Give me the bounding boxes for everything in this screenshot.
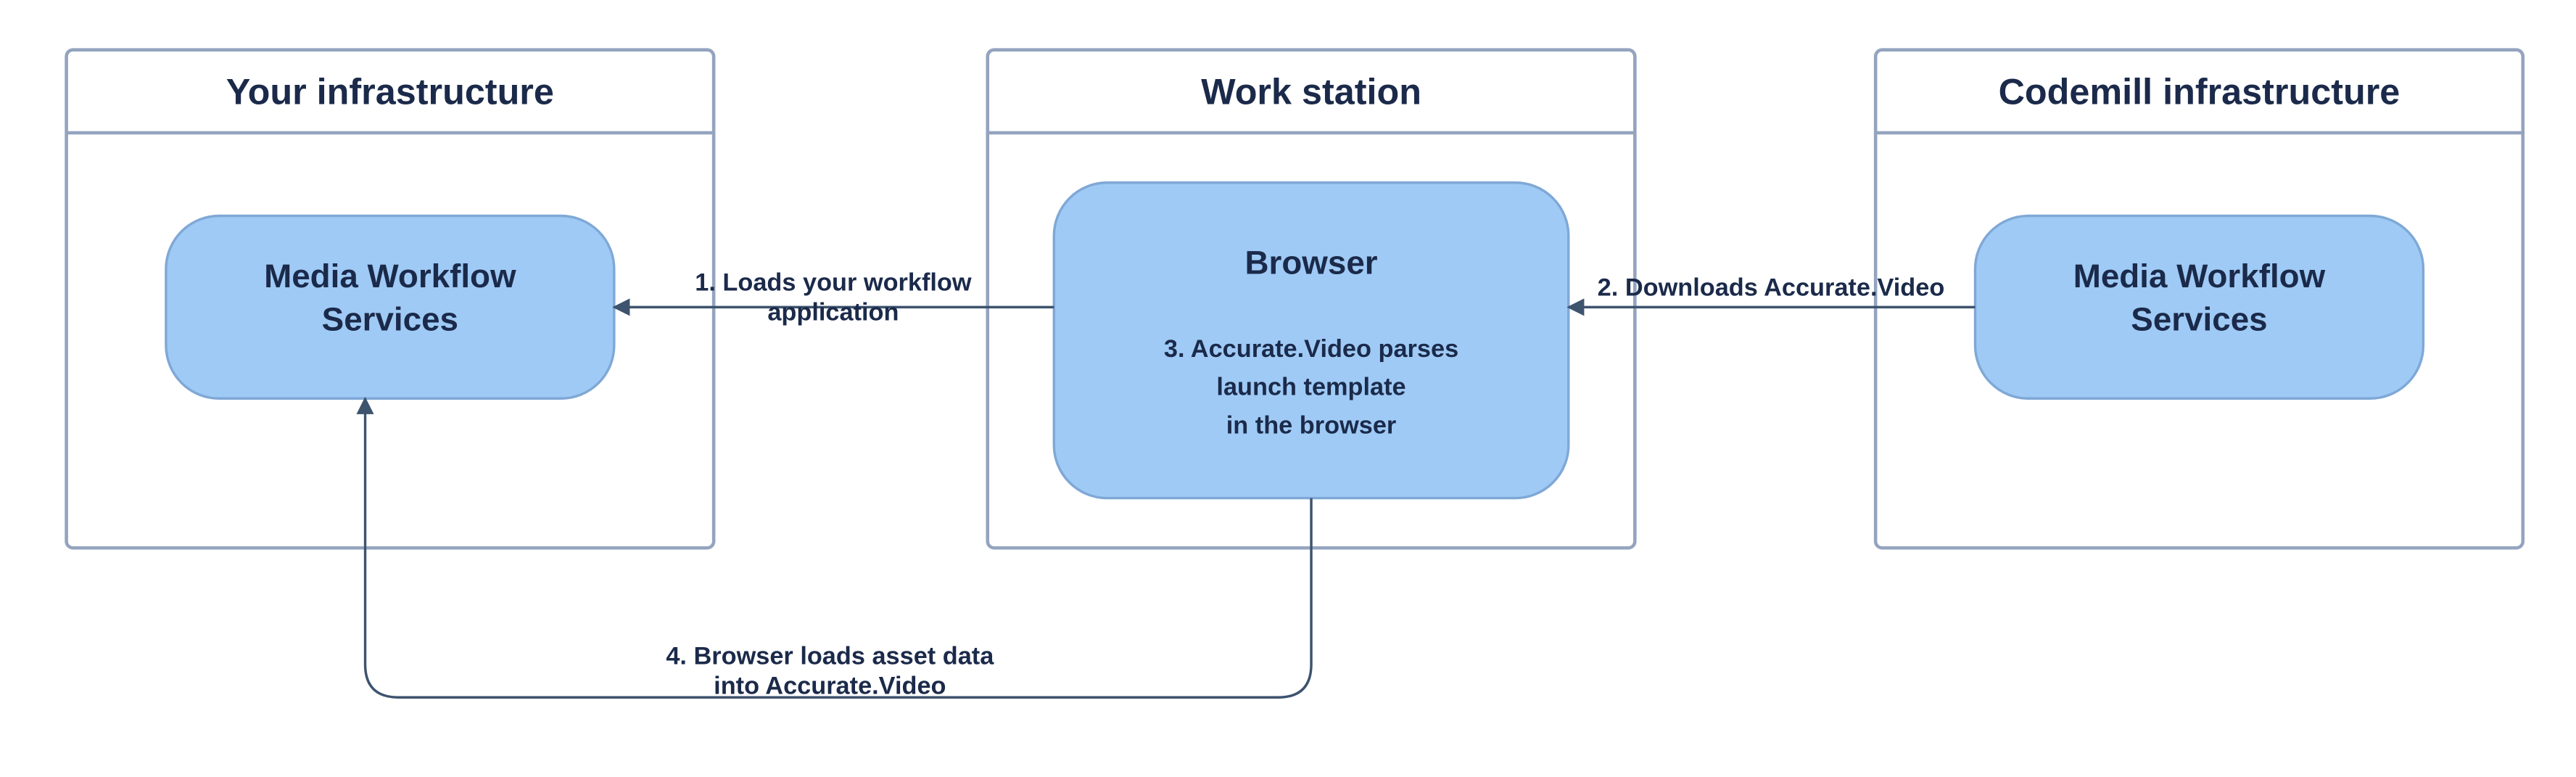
container-title-work_station: Work station (1201, 70, 1421, 112)
node-right_services: Media Workflow Services (1975, 216, 2423, 399)
node-browser: Browser 3. Accurate.Video parses launch te… (1054, 183, 1568, 498)
node-title-browser: Browser (1244, 244, 1377, 281)
edge-label-e4-l2: into Accurate.Video (714, 673, 946, 700)
edge-label-e1-l2: application (767, 299, 899, 326)
node-title-l2-right_services: Services (2131, 300, 2267, 337)
edge-label-e1-l1: 1. Loads your workflow (695, 269, 972, 297)
diagram-root: Your infrastructure Work station Codemill … (0, 0, 2576, 777)
node-title-l1-left_services: Media Workflow (264, 258, 516, 295)
container-title-your_infra: Your infrastructure (226, 70, 554, 112)
node-title-l2-left_services: Services (322, 300, 458, 337)
container-title-codemill_infra: Codemill infrastructure (1999, 70, 2400, 112)
edge-label-e2-l1: 2. Downloads Accurate.Video (1598, 274, 1945, 301)
node-left_services: Media Workflow Services (166, 216, 614, 399)
edge-label-e4-l1: 4. Browser loads asset data (666, 642, 994, 670)
node-body_l1-browser: 3. Accurate.Video parses (1164, 335, 1458, 363)
edge-e2: 2. Downloads Accurate.Video (1569, 274, 1976, 307)
node-title-l1-right_services: Media Workflow (2073, 258, 2326, 295)
node-body_l3-browser: in the browser (1226, 411, 1397, 439)
node-body_l2-browser: launch template (1216, 374, 1405, 401)
